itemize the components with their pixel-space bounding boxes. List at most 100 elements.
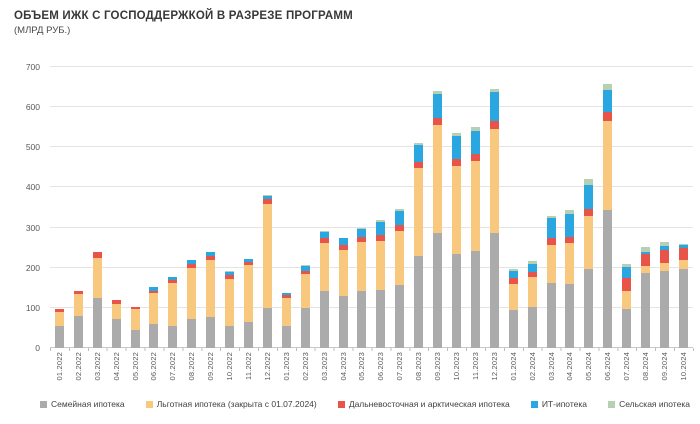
bar-segment-rural [338, 237, 348, 239]
bar-segment-rural [546, 215, 556, 218]
y-tick-label-300: 300 [25, 222, 40, 233]
bar-segment-far_east [338, 244, 348, 251]
bar-segment-far_east [54, 309, 64, 313]
bar-segment-preferential [92, 257, 102, 298]
gridline-300 [50, 226, 693, 228]
bar-segment-it [641, 252, 651, 255]
bar-segment-it [678, 244, 688, 249]
bar-segment-far_east [262, 199, 272, 205]
y-tick-label-700: 700 [25, 62, 40, 72]
bar-cell-12.2022 [258, 67, 277, 348]
bar-segment-preferential [414, 168, 424, 256]
bar-segment-family [603, 209, 613, 348]
bar-segment-family [300, 307, 310, 348]
x-tick-cell: 08.2023 [409, 352, 428, 390]
bar-segment-far_east [357, 236, 367, 242]
bar-segment-preferential [433, 124, 443, 234]
legend-swatch-rural [608, 400, 616, 408]
bar-cell-03.2023 [315, 67, 334, 348]
bar-segment-far_east [451, 158, 461, 166]
x-tick-cell: 11.2022 [239, 352, 258, 390]
bar-segment-it [584, 184, 594, 209]
x-tick-cell: 05.2022 [126, 352, 145, 390]
bar-segment-it [187, 260, 197, 264]
bar-segment-far_east [565, 236, 575, 244]
x-tick-cell: 06.2023 [371, 352, 390, 390]
bar-segment-family [451, 254, 461, 348]
x-tick-label-06.2023: 06.2023 [376, 352, 386, 381]
bar-segment-far_east [622, 278, 632, 291]
bar-segment-family [527, 307, 537, 348]
bar-segment-preferential [225, 278, 235, 326]
bar-segment-far_east [508, 278, 518, 284]
bar-segment-preferential [470, 160, 480, 252]
x-tick-label-02.2023: 02.2023 [300, 352, 310, 381]
bar-segment-preferential [357, 241, 367, 291]
bar-segment-rural [244, 258, 254, 260]
bar-segment-rural [225, 270, 235, 273]
x-tick-label-02.2022: 02.2022 [73, 352, 83, 381]
bar-segment-it [225, 272, 235, 275]
bar-01.2024 [508, 269, 518, 348]
bar-cell-04.2023 [334, 67, 353, 348]
bar-segment-preferential [508, 283, 518, 311]
bar-cell-09.2024 [655, 67, 674, 348]
bar-segment-preferential [376, 240, 386, 291]
bar-segment-far_east [300, 270, 310, 274]
x-tick-label-05.2023: 05.2023 [357, 352, 367, 381]
bar-segment-preferential [130, 309, 140, 330]
bar-segment-far_east [168, 280, 178, 284]
x-tick-label-07.2024: 07.2024 [622, 352, 632, 381]
gridline-100 [50, 306, 693, 308]
x-tick-cell: 07.2022 [163, 352, 182, 390]
x-axis-ticks [50, 348, 694, 351]
gridline-0 [50, 347, 693, 348]
bar-segment-family [319, 290, 329, 348]
x-tick-label-07.2022: 07.2022 [168, 352, 178, 381]
x-tick-cell: 05.2024 [579, 352, 598, 390]
bar-08.2024 [641, 246, 651, 348]
bar-segment-rural [603, 84, 613, 91]
bar-segment-family [414, 255, 424, 348]
x-tick-label-05.2024: 05.2024 [584, 352, 594, 381]
bar-segment-family [376, 290, 386, 348]
bar-segment-far_east [281, 294, 291, 298]
bar-01.2023 [281, 292, 291, 348]
bars-layer [50, 67, 693, 348]
bar-cell-02.2022 [69, 67, 88, 348]
bar-segment-far_east [73, 291, 83, 294]
bar-segment-preferential [489, 129, 499, 233]
bar-segment-it [565, 213, 575, 237]
x-tick-label-01.2022: 01.2022 [54, 352, 64, 381]
x-tick-label-06.2024: 06.2024 [603, 352, 613, 381]
bar-segment-family [641, 273, 651, 348]
bar-cell-04.2022 [107, 67, 126, 348]
bar-segment-preferential [659, 262, 669, 271]
bar-cell-11.2022 [239, 67, 258, 348]
bar-segment-far_east [376, 234, 386, 241]
bar-segment-rural [641, 246, 651, 253]
x-tick-cell: 03.2024 [542, 352, 561, 390]
bar-segment-family [244, 322, 254, 348]
bar-segment-family [546, 283, 556, 348]
x-tick-label-08.2023: 08.2023 [414, 352, 424, 381]
gridlines-layer [50, 66, 693, 348]
legend-label-it: ИТ-ипотека [541, 399, 587, 409]
bar-03.2022 [92, 251, 102, 348]
bar-segment-it [376, 221, 386, 235]
bar-cell-03.2024 [542, 67, 561, 348]
bar-segment-far_east [244, 261, 254, 265]
legend-label-preferential: Льготная ипотека (закрыта с 01.07.2024) [156, 399, 317, 409]
bar-04.2023 [338, 237, 348, 348]
x-tick-cell: 11.2023 [466, 352, 485, 390]
bar-segment-far_east [111, 299, 121, 304]
bar-segment-rural [451, 132, 461, 137]
x-tick-label-08.2024: 08.2024 [641, 352, 651, 381]
x-tick-label-03.2024: 03.2024 [546, 352, 556, 381]
bar-segment-far_east [659, 250, 669, 263]
bar-cell-07.2024 [617, 67, 636, 348]
x-tick-cell: 04.2022 [107, 352, 126, 390]
x-tick-cell: 01.2023 [277, 352, 296, 390]
bar-02.2023 [300, 265, 310, 348]
bar-segment-it [244, 259, 254, 262]
